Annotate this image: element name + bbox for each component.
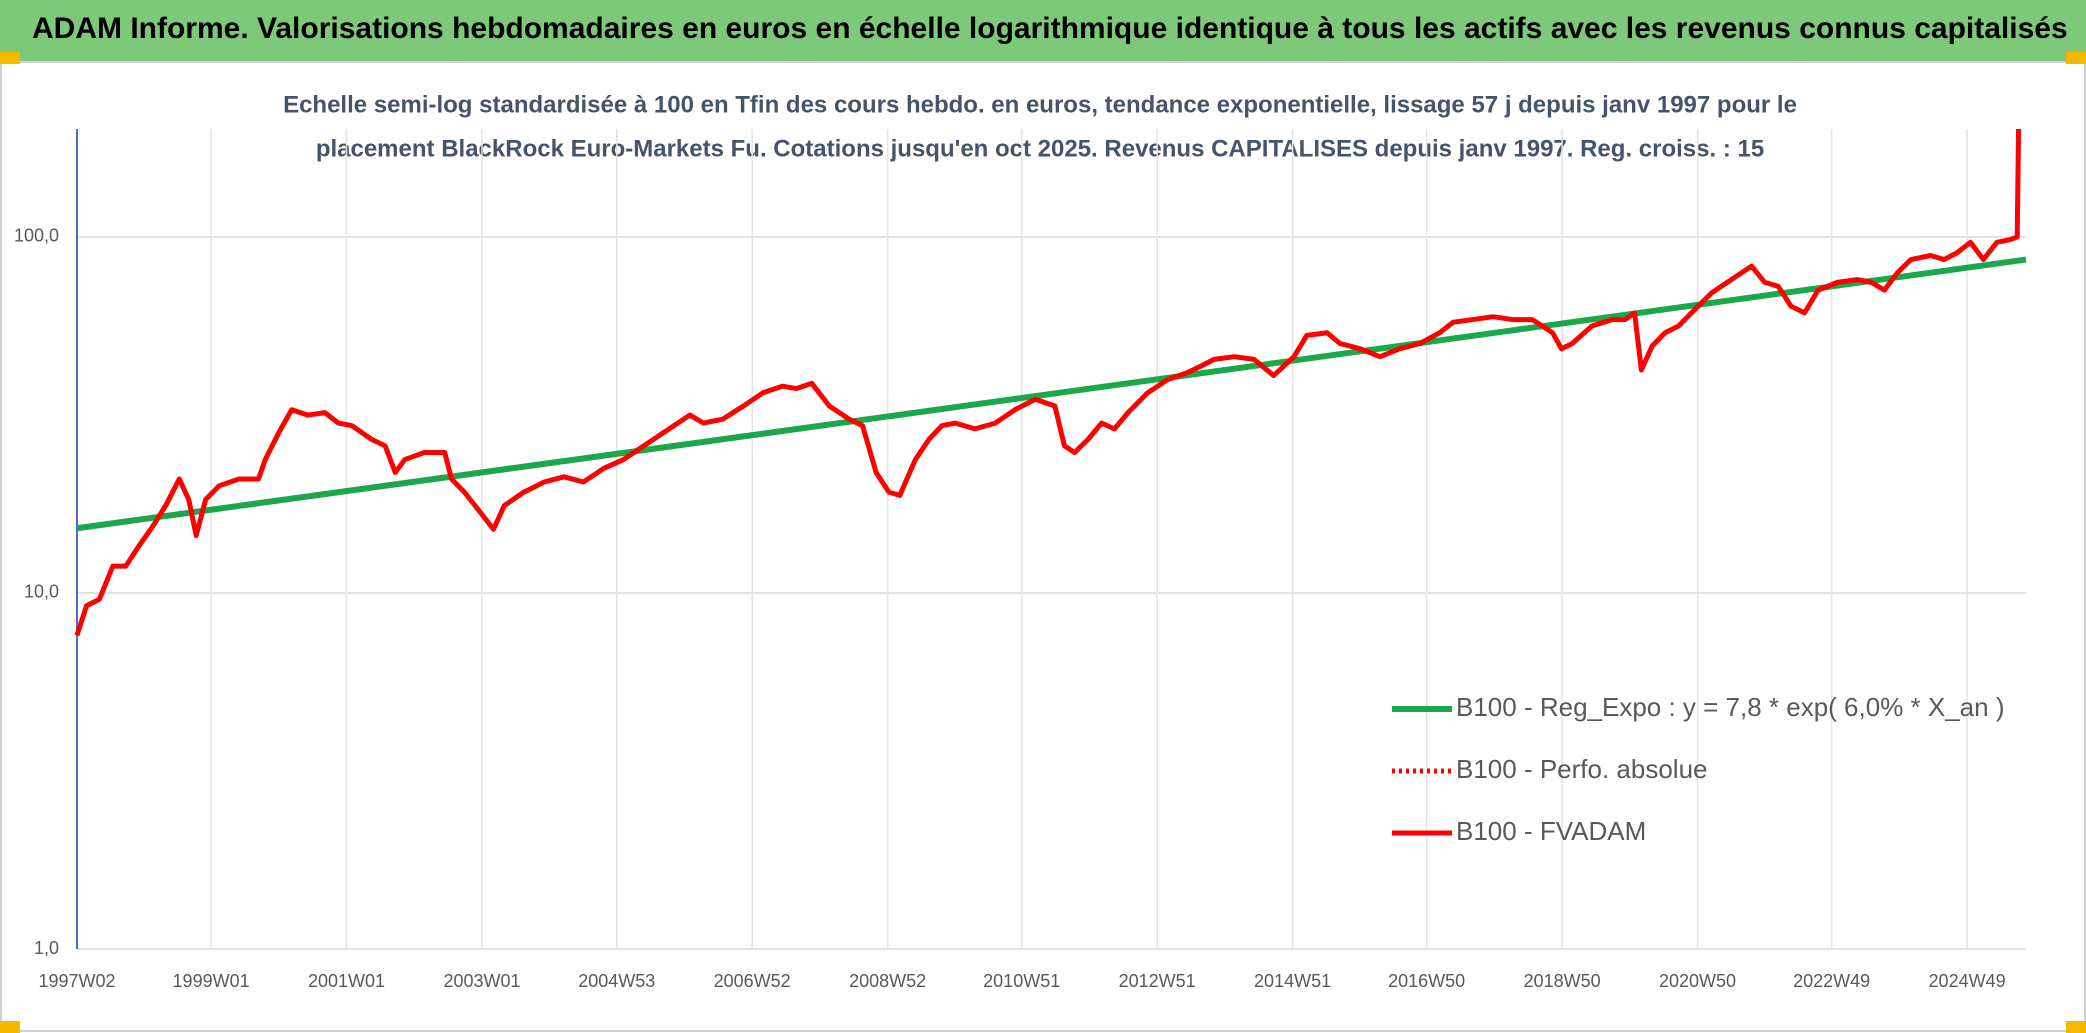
corner: [0, 1021, 20, 1033]
x-tick-label: 2008W52: [849, 971, 926, 991]
x-tick-label: 2024W49: [1929, 971, 2006, 991]
corner: [0, 52, 20, 64]
x-tick-label: 2010W51: [983, 971, 1060, 991]
series-line: [74, 128, 2022, 637]
x-tick-label: 2016W50: [1388, 971, 1465, 991]
x-tick-label: 1999W01: [173, 971, 250, 991]
frame: [0, 61, 2086, 1032]
subtitle: Echelle semi-log standardisée à 100 en T…: [283, 91, 1797, 118]
y-tick-label: 1,0: [34, 938, 59, 958]
x-tick-label: 2012W51: [1119, 971, 1196, 991]
chart-title: ADAM Informe. Valorisations hebdomadaire…: [32, 12, 2068, 45]
x-tick-label: 2014W51: [1254, 971, 1331, 991]
y-tick-label: 10,0: [24, 582, 59, 602]
legend-label: B100 - FVADAM: [1456, 816, 1646, 846]
x-tick-label: 2022W49: [1793, 971, 1870, 991]
corner: [2066, 52, 2086, 64]
legend-label: B100 - Perfo. absolue: [1456, 754, 1708, 784]
header-bar: [0, 0, 2086, 62]
x-tick-label: 2003W01: [443, 971, 520, 991]
x-tick-label: 2018W50: [1524, 971, 1601, 991]
legend-label: B100 - Reg_Expo : y = 7,8 * exp( 6,0% * …: [1456, 692, 2005, 722]
x-tick-label: 2006W52: [714, 971, 791, 991]
x-tick-label: 2004W53: [578, 971, 655, 991]
subtitle: placement BlackRock Euro-Markets Fu. Cot…: [316, 135, 1764, 162]
x-tick-label: 1997W02: [38, 971, 115, 991]
y-tick-label: 100,0: [14, 226, 59, 246]
corner: [2066, 1021, 2086, 1033]
x-tick-label: 2001W01: [308, 971, 385, 991]
x-tick-label: 2020W50: [1659, 971, 1736, 991]
